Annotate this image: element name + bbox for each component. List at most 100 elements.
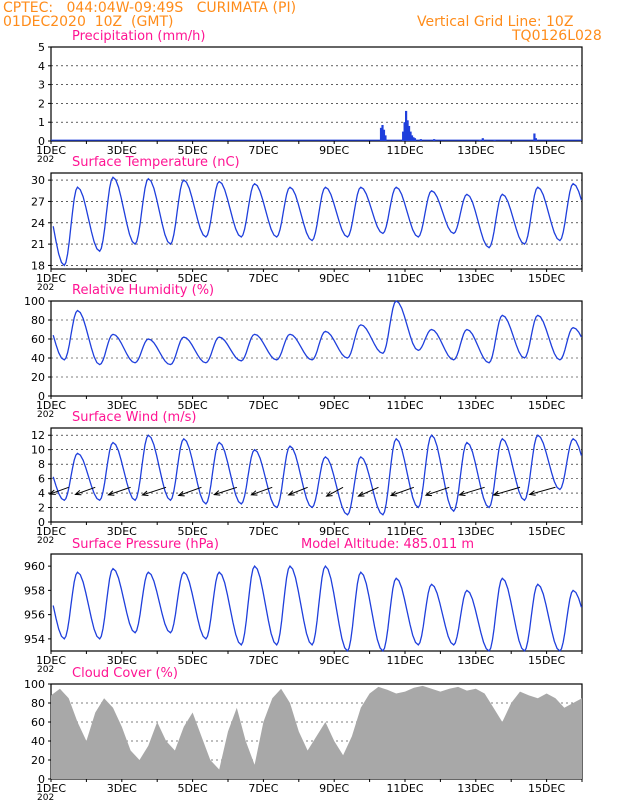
press-xtick-label: 7DEC xyxy=(248,654,278,667)
wind-vector xyxy=(390,486,415,496)
rh-ytick-label: 60 xyxy=(31,333,45,346)
press-year-stub: 202 xyxy=(37,665,54,675)
wind-xtick-label: 1DEC xyxy=(36,525,66,538)
cloud-ytick-label: 100 xyxy=(24,678,45,691)
wind-vector xyxy=(425,486,450,496)
press-ytick-label: 958 xyxy=(24,584,45,597)
cloud-ytick-label: 80 xyxy=(31,697,45,710)
wind-vector xyxy=(142,486,167,496)
rh-xtick-label: 1DEC xyxy=(36,399,66,412)
precip-bar xyxy=(481,138,484,141)
precip-bar xyxy=(382,129,386,141)
precip-xtick-label: 7DEC xyxy=(248,144,278,157)
press-xtick-label: 5DEC xyxy=(178,654,208,667)
rh-ytick-label: 100 xyxy=(24,295,45,308)
datetime-header: 01DEC2020 10Z (GMT) xyxy=(3,14,174,30)
wind-title: Surface Wind (m/s) xyxy=(72,410,196,425)
rh-xtick-label: 9DEC xyxy=(319,399,349,412)
wind-vector xyxy=(358,486,379,497)
press-annotation: Model Altitude: 485.011 m xyxy=(301,537,474,552)
wind-ytick-label: 12 xyxy=(31,429,45,442)
cloud-xtick-label: 7DEC xyxy=(248,782,278,795)
rh-xtick-label: 3DEC xyxy=(107,399,137,412)
temp-frame xyxy=(50,172,583,270)
precip-bar xyxy=(412,137,415,141)
cloud-ytick-label: 40 xyxy=(31,735,45,748)
wind-xtick-label: 7DEC xyxy=(248,525,278,538)
wind-frame xyxy=(50,427,583,523)
rh-series-line xyxy=(52,300,582,366)
cloud-ytick-label: 60 xyxy=(31,716,45,729)
wind-vector xyxy=(251,486,273,496)
precip-xtick-label: 9DEC xyxy=(319,144,349,157)
precip-bar xyxy=(409,131,412,141)
press-xtick-label: 1DEC xyxy=(36,654,66,667)
model-header: TQ0126L028 xyxy=(512,28,602,44)
precip-xtick-label: 15DEC xyxy=(528,144,565,157)
cloud-title: Cloud Cover (%) xyxy=(72,666,178,681)
precip-ytick-label: 0 xyxy=(38,135,45,148)
precip-ytick-label: 3 xyxy=(38,79,45,92)
temp-xtick-label: 3DEC xyxy=(107,272,137,285)
temp-xtick-label: 11DEC xyxy=(386,272,423,285)
wind-xtick-label: 15DEC xyxy=(528,525,565,538)
temp-xtick-label: 13DEC xyxy=(457,272,494,285)
precip-bar xyxy=(406,120,409,141)
wind-vector xyxy=(214,486,238,496)
precip-ytick-label: 4 xyxy=(38,60,45,73)
wind-vector xyxy=(108,486,131,496)
cloud-xtick-label: 15DEC xyxy=(528,782,565,795)
wind-xtick-label: 11DEC xyxy=(386,525,423,538)
temp-ytick-label: 18 xyxy=(31,259,45,272)
wind-ytick-label: 10 xyxy=(31,444,45,457)
precip-bar xyxy=(533,133,536,141)
cloud-xtick-label: 5DEC xyxy=(178,782,208,795)
precip-title: Precipitation (mm/h) xyxy=(72,29,205,44)
wind-vector-head xyxy=(424,490,432,497)
cloud-cover-area xyxy=(51,685,582,779)
wind-vector xyxy=(288,486,308,496)
temp-ytick-label: 30 xyxy=(31,174,45,187)
temp-xtick-label: 1DEC xyxy=(36,272,66,285)
rh-xtick-label: 5DEC xyxy=(178,399,208,412)
rh-xtick-label: 13DEC xyxy=(457,399,494,412)
wind-vector xyxy=(493,486,521,496)
wind-vector xyxy=(326,486,344,497)
wind-vector-head xyxy=(213,490,221,496)
cloud-xtick-label: 9DEC xyxy=(319,782,349,795)
wind-vector xyxy=(178,486,202,496)
precip-bar xyxy=(534,138,537,141)
precip-bar xyxy=(413,138,417,141)
wind-vector-head xyxy=(48,489,56,495)
wind-vector-head xyxy=(250,490,258,496)
precip-xtick-label: 5DEC xyxy=(178,144,208,157)
precip-bar xyxy=(410,135,414,141)
rh-frame xyxy=(50,300,583,397)
wind-ytick-label: 0 xyxy=(38,516,45,529)
wind-vector-head xyxy=(141,490,149,496)
precip-xtick-label: 11DEC xyxy=(386,144,423,157)
press-title: Surface Pressure (hPa) xyxy=(72,537,219,552)
wind-vector-head xyxy=(177,491,185,497)
precip-ytick-label: 5 xyxy=(38,41,45,54)
press-xtick-label: 3DEC xyxy=(107,654,137,667)
precip-bar xyxy=(379,127,383,141)
rh-ytick-label: 20 xyxy=(31,371,45,384)
cloud-ytick-label: 20 xyxy=(31,754,45,767)
temp-series-line xyxy=(52,176,583,267)
precip-frame xyxy=(50,46,583,142)
wind-vector-head xyxy=(492,490,500,497)
precip-year-stub: 202 xyxy=(37,155,54,165)
rh-ytick-label: 0 xyxy=(38,390,45,403)
cloud-xtick-label: 1DEC xyxy=(36,782,66,795)
rh-xtick-label: 11DEC xyxy=(386,399,423,412)
precip-xtick-label: 3DEC xyxy=(107,144,137,157)
press-xtick-label: 9DEC xyxy=(319,654,349,667)
wind-vector-head xyxy=(287,490,295,496)
wind-vector-head xyxy=(325,491,333,497)
precip-bar xyxy=(407,125,411,141)
cloud-xtick-label: 13DEC xyxy=(457,782,494,795)
wind-vector-head xyxy=(357,491,365,497)
wind-vector xyxy=(529,486,556,495)
wind-xtick-label: 9DEC xyxy=(319,525,349,538)
